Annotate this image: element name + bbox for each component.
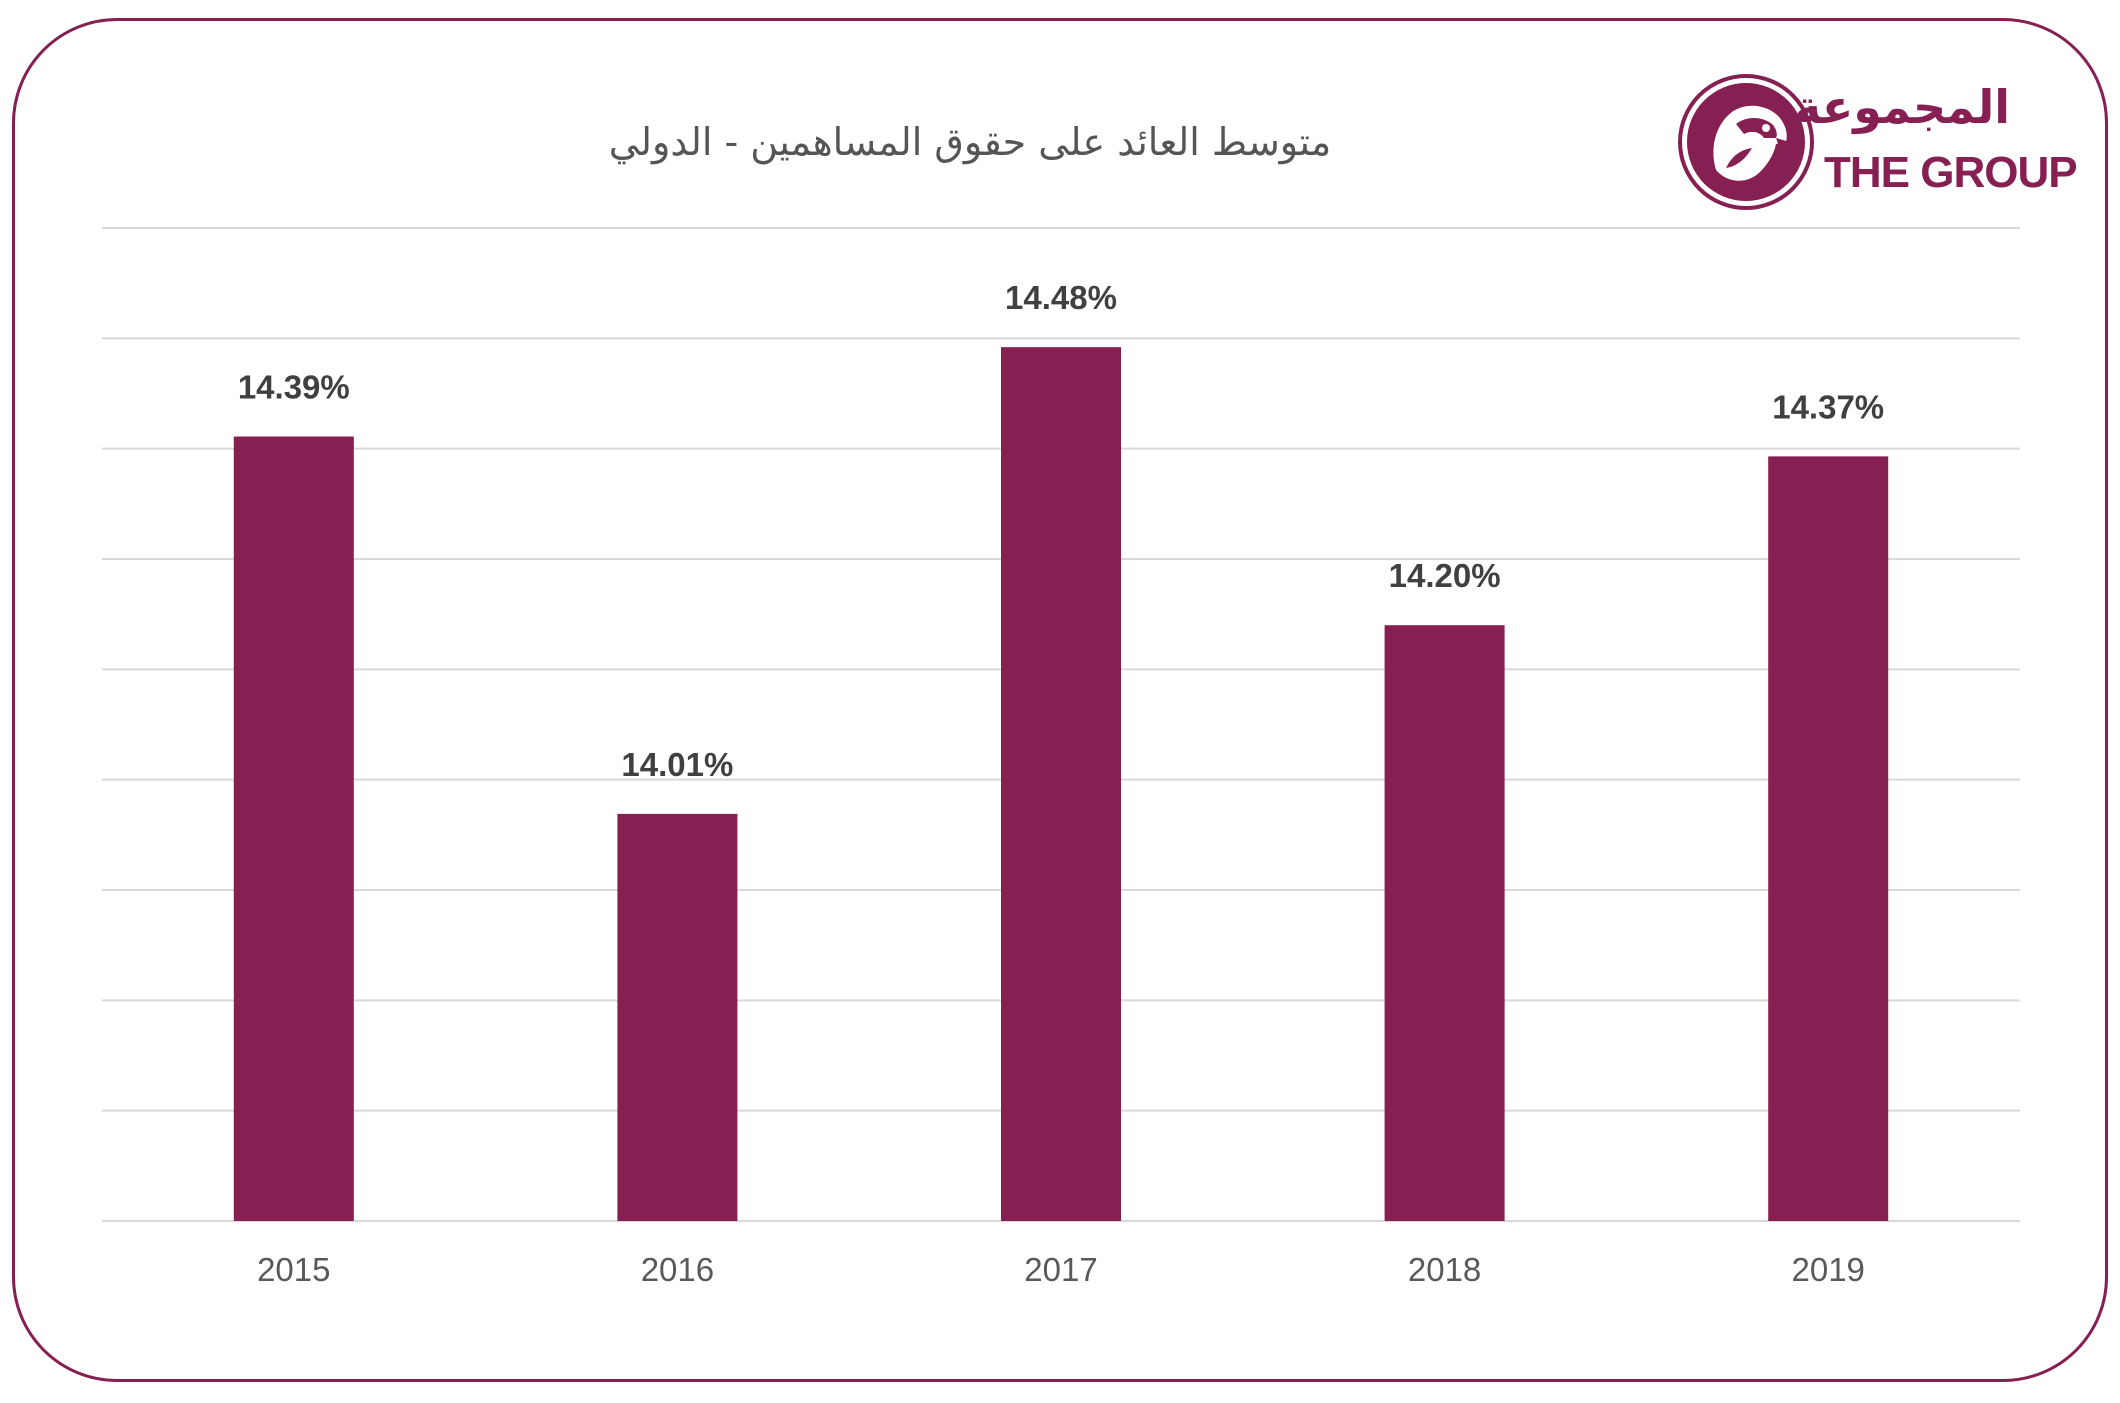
- bar-2016: [617, 813, 738, 1221]
- x-tick-2019: 2019: [1791, 1251, 1864, 1288]
- x-tick-2016: 2016: [641, 1251, 714, 1288]
- x-tick-labels: 2015 2016 2017 2018 2019: [257, 1251, 1865, 1288]
- chart-frame: [12, 18, 2108, 1382]
- x-tick-2018: 2018: [1408, 1251, 1481, 1288]
- bar-2019: [1768, 456, 1889, 1221]
- value-label-2015: 14.39%: [238, 369, 350, 406]
- logo-arabic-text: المجموعة: [1793, 80, 2010, 134]
- value-label-2016: 14.01%: [621, 746, 733, 783]
- chart-title: متوسط العائد على حقوق المساهمين - الدولي: [608, 120, 1332, 164]
- value-label-2017: 14.48%: [1005, 279, 1117, 316]
- value-labels: 14.39% 14.01% 14.48% 14.20% 14.37%: [238, 279, 1884, 783]
- value-label-2018: 14.20%: [1389, 557, 1501, 594]
- x-tick-2015: 2015: [257, 1251, 330, 1288]
- x-tick-2017: 2017: [1024, 1251, 1097, 1288]
- value-label-2019: 14.37%: [1772, 388, 1884, 425]
- falcon-emblem-icon: [1678, 74, 1814, 210]
- bar-2015: [233, 436, 354, 1221]
- bar-2018: [1384, 625, 1505, 1221]
- bar-2017: [1001, 347, 1121, 1221]
- bars: [233, 347, 1889, 1221]
